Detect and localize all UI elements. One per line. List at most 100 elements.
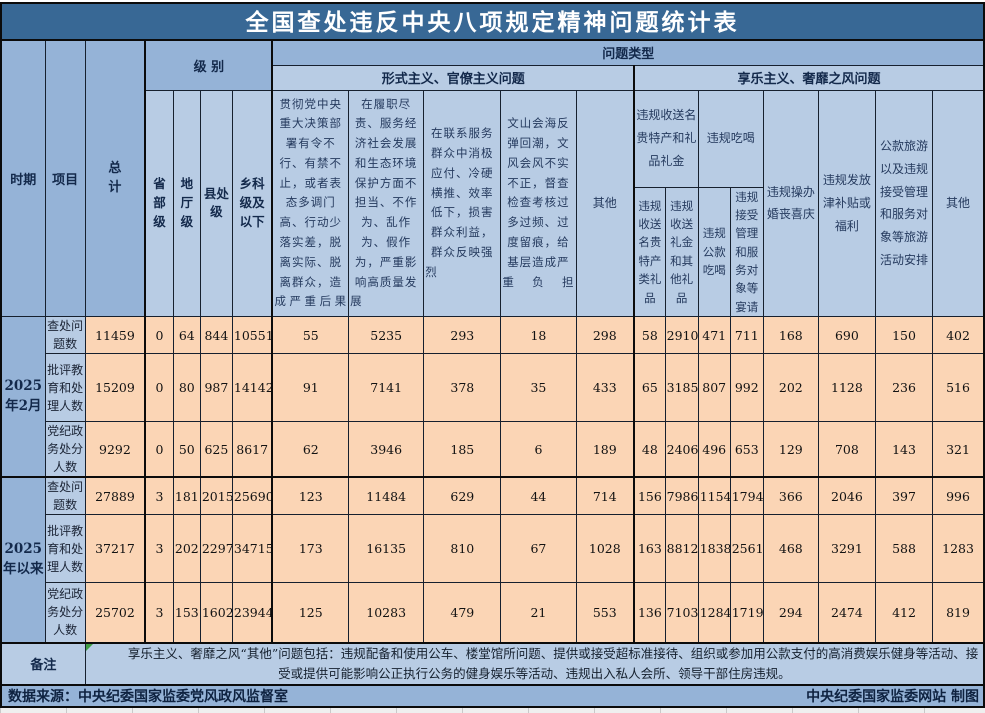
notes-text: 享乐主义、奢靡之风“其他”问题包括：违规配备和使用公车、楼堂馆所问题、提供或接受… (127, 646, 979, 681)
value-cell: 1838 (697, 514, 731, 584)
value-cell: 7103 (664, 582, 699, 644)
header-formalism-group: 形式主义、官僚主义问题 (271, 64, 636, 91)
value-cell: 156 (633, 476, 666, 516)
value-cell: 9292 (84, 421, 147, 478)
value-cell: 293 (423, 316, 502, 355)
value-cell: 810 (423, 514, 502, 584)
value-cell: 48 (633, 421, 666, 478)
value-cell: 163 (633, 514, 666, 584)
value-cell: 34715 (231, 514, 274, 584)
header-total: 总计 (84, 39, 147, 318)
table-row: 2025年以来 查处问题数 27889 3 181 2015 25690 123 11484 62… (0, 476, 985, 644)
value-cell: 173 (271, 514, 350, 584)
header-weddings: 违规操办婚丧喜庆 (762, 89, 819, 318)
header-formalism-other: 其他 (575, 89, 636, 318)
value-cell: 6 (500, 421, 577, 478)
value-cell: 11459 (84, 316, 147, 355)
sheet-grid-strip (0, 707, 985, 713)
value-cell: 471 (697, 316, 731, 355)
value-cell: 2406 (664, 421, 699, 478)
notes-content: 享乐主义、奢靡之风“其他”问题包括：违规配备和使用公车、楼堂馆所问题、提供或接受… (84, 641, 985, 686)
value-cell: 7141 (348, 353, 425, 423)
value-cell: 992 (729, 353, 764, 423)
value-cell: 2297 (199, 514, 233, 584)
value-cell: 996 (932, 476, 985, 516)
period-label: 2025年以来 (0, 476, 46, 644)
value-cell: 987 (199, 353, 233, 423)
value-cell: 8617 (231, 421, 274, 478)
header-formalism-col-2: 在履职尽责、服务经济社会发展和生态环境保护方面不担当、不作为、乱作为、假作为，严… (348, 89, 425, 318)
header-total-label: 总计 (108, 160, 122, 195)
header-formalism-col-3: 在联系服务群众中消极应付、冷硬横推、效率低下，损害群众利益，群众反映强烈 (423, 89, 502, 318)
value-cell: 202 (762, 353, 819, 423)
value-cell: 294 (762, 582, 819, 644)
value-cell: 10551 (231, 316, 274, 355)
header-gifts-sub-1: 违规收送名贵特产类礼品 (633, 186, 666, 318)
value-cell: 21 (500, 582, 577, 644)
value-cell: 25690 (231, 476, 274, 516)
value-cell: 0 (144, 316, 174, 355)
value-cell: 1283 (932, 514, 985, 584)
value-cell: 321 (932, 421, 985, 478)
value-cell: 125 (271, 582, 350, 644)
row-label: 党纪政务处分人数 (44, 582, 86, 644)
value-cell: 2910 (664, 316, 699, 355)
value-cell: 3 (144, 582, 174, 644)
value-cell: 1719 (729, 582, 764, 644)
header-level-township: 乡科级及以下 (231, 89, 274, 318)
value-cell: 189 (575, 421, 636, 478)
value-cell: 1284 (697, 582, 731, 644)
value-cell: 366 (762, 476, 819, 516)
header-formalism-col-1: 贯彻党中央重大决策部署有令不行、有禁不止，或者表态多调门高、行动少落实差，脱离实… (271, 89, 350, 318)
value-cell: 378 (423, 353, 502, 423)
data-rows: 2025年2月 查处问题数 11459 0 64 844 10551 55 5235 293 18 2… (0, 316, 985, 644)
value-cell: 653 (729, 421, 764, 478)
value-cell: 0 (144, 421, 174, 478)
header-dining-sub-1: 违规公款吃喝 (697, 186, 731, 318)
value-cell: 15209 (84, 353, 147, 423)
value-cell: 14142 (231, 353, 274, 423)
page-title: 全国查处违反中央八项规定精神问题统计表 (0, 2, 985, 39)
value-cell: 202 (172, 514, 201, 584)
value-cell: 496 (697, 421, 731, 478)
value-cell: 1602 (199, 582, 233, 644)
value-cell: 129 (762, 421, 819, 478)
value-cell: 2046 (817, 476, 876, 516)
value-cell: 62 (271, 421, 350, 478)
footer-bar: 数据来源：中央纪委国家监委党风政风监督室 中央纪委国家监委网站 制图 (0, 685, 985, 708)
value-cell: 23944 (231, 582, 274, 644)
value-cell: 153 (172, 582, 201, 644)
value-cell: 3 (144, 476, 174, 516)
value-cell: 553 (575, 582, 636, 644)
value-cell: 37217 (84, 514, 147, 584)
value-cell: 819 (932, 582, 985, 644)
credit: 中央纪委国家监委网站 制图 (806, 688, 979, 705)
value-cell: 2561 (729, 514, 764, 584)
value-cell: 80 (172, 353, 201, 423)
row-label: 查处问题数 (44, 316, 86, 355)
header-allowances: 违规发放津补贴或福利 (817, 89, 876, 318)
value-cell: 629 (423, 476, 502, 516)
header-level-province: 省部级 (144, 89, 174, 318)
value-cell: 185 (423, 421, 502, 478)
row-label: 查处问题数 (44, 476, 86, 516)
data-source: 数据来源：中央纪委国家监委党风政风监督室 (8, 688, 288, 705)
table-row: 批评教育和处理人数 37217 3 202 2297 34715 173 16135 810 67… (1, 514, 985, 584)
value-cell: 3185 (664, 353, 699, 423)
value-cell: 58 (633, 316, 666, 355)
value-cell: 433 (575, 353, 636, 423)
notes-label: 备注 (0, 641, 86, 686)
value-cell: 298 (575, 316, 636, 355)
value-cell: 397 (874, 476, 934, 516)
value-cell: 807 (697, 353, 731, 423)
value-cell: 55 (271, 316, 350, 355)
value-cell: 123 (271, 476, 350, 516)
value-cell: 7986 (664, 476, 699, 516)
row-label: 党纪政务处分人数 (44, 421, 86, 478)
value-cell: 11484 (348, 476, 425, 516)
value-cell: 168 (762, 316, 819, 355)
excel-comment-corner-icon (86, 644, 93, 651)
table-row: 党纪政务处分人数 25702 3 153 1602 23944 125 10283 479 21 5… (1, 582, 985, 644)
value-cell: 16135 (348, 514, 425, 584)
